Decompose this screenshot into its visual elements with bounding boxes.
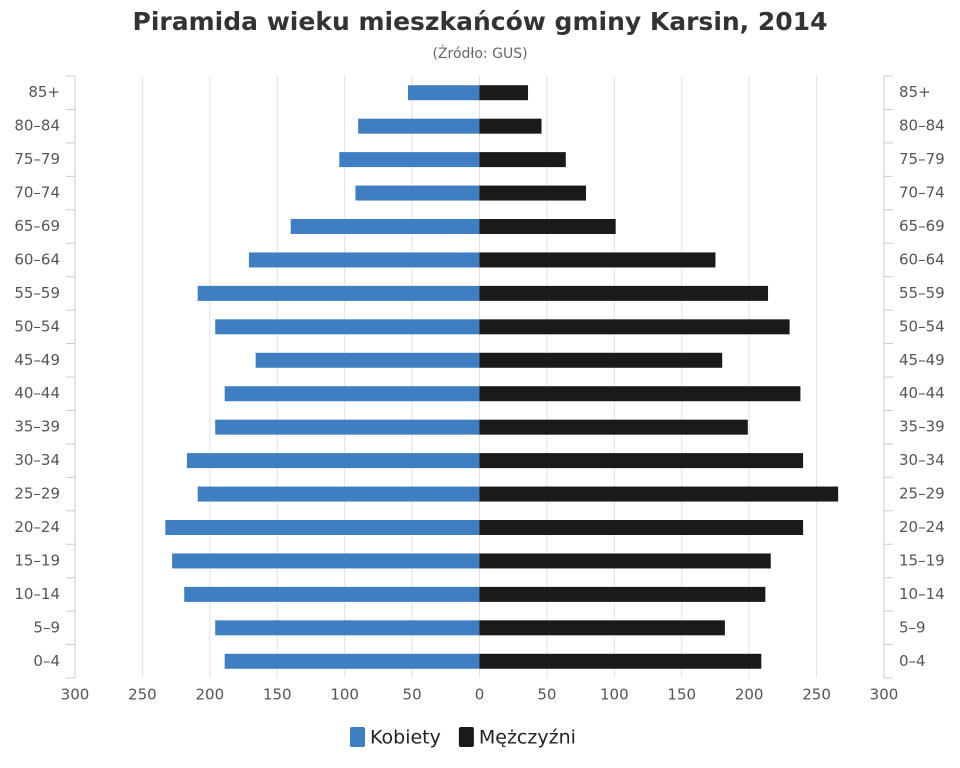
bar xyxy=(224,653,480,669)
bar xyxy=(408,85,480,101)
bar xyxy=(186,453,480,469)
bar xyxy=(339,152,480,168)
y-tick-label: 20–24 xyxy=(899,518,945,536)
bar xyxy=(479,319,790,335)
bar xyxy=(479,152,566,168)
bar xyxy=(479,185,587,201)
bar xyxy=(355,185,480,201)
y-tick-label: 0–4 xyxy=(33,652,60,670)
y-tick-label: 45–49 xyxy=(899,351,945,369)
y-tick-label: 55–59 xyxy=(899,284,945,302)
x-tick-label: 150 xyxy=(263,686,292,704)
x-tick-label: 300 xyxy=(870,686,899,704)
bar xyxy=(479,219,616,234)
chart-title: Piramida wieku mieszkańców gminy Karsin,… xyxy=(133,7,828,36)
y-tick-label: 10–14 xyxy=(14,585,60,603)
bar xyxy=(224,386,480,402)
y-tick-label: 60–64 xyxy=(899,250,945,268)
bar xyxy=(479,352,723,368)
x-tick-label: 150 xyxy=(667,686,696,704)
bar xyxy=(215,319,480,335)
legend-label: Mężczyźni xyxy=(479,727,576,749)
y-tick-label: 55–59 xyxy=(14,284,60,302)
legend-swatch xyxy=(458,727,474,747)
y-tick-label: 75–79 xyxy=(14,150,60,168)
y-tick-label: 20–24 xyxy=(14,518,60,536)
bar xyxy=(479,486,839,502)
x-tick-label: 200 xyxy=(735,686,764,704)
bar xyxy=(255,352,480,368)
x-tick-label: 200 xyxy=(196,686,225,704)
x-tick-label: 50 xyxy=(537,686,556,704)
bar xyxy=(479,386,801,402)
legend-swatch xyxy=(350,727,365,747)
bar xyxy=(479,553,771,569)
bar xyxy=(479,453,804,469)
bar xyxy=(165,520,480,535)
y-tick-label: 80–84 xyxy=(14,117,60,135)
y-tick-label: 10–14 xyxy=(899,585,945,603)
y-tick-label: 75–79 xyxy=(899,150,945,168)
y-tick-label: 40–44 xyxy=(899,384,945,402)
y-tick-label: 80–84 xyxy=(899,117,945,135)
bar xyxy=(479,419,748,435)
y-tick-label: 25–29 xyxy=(899,485,945,503)
y-tick-label: 5–9 xyxy=(899,618,926,636)
y-tick-label: 15–19 xyxy=(899,551,945,569)
y-tick-label: 50–54 xyxy=(14,317,60,335)
y-tick-label: 70–74 xyxy=(14,184,60,202)
bar xyxy=(184,586,480,602)
bar xyxy=(479,653,762,669)
x-tick-label: 250 xyxy=(802,686,831,704)
bar xyxy=(479,252,716,268)
y-tick-label: 30–34 xyxy=(14,451,60,469)
bar xyxy=(215,419,480,435)
x-tick-label: 250 xyxy=(128,686,157,704)
y-tick-label: 85+ xyxy=(28,83,60,101)
y-tick-label: 70–74 xyxy=(899,184,945,202)
x-tick-label: 50 xyxy=(403,686,422,704)
y-tick-label: 0–4 xyxy=(899,652,926,670)
bar xyxy=(197,285,480,301)
bar xyxy=(197,486,480,502)
x-tick-label: 0 xyxy=(475,686,485,704)
x-tick-label: 100 xyxy=(600,686,629,704)
bar xyxy=(479,520,804,535)
bar xyxy=(215,620,480,636)
y-tick-label: 50–54 xyxy=(899,317,945,335)
y-tick-label: 40–44 xyxy=(14,384,60,402)
chart-subtitle: (Źródło: GUS) xyxy=(432,44,527,62)
bar xyxy=(290,219,480,234)
bar xyxy=(248,252,480,268)
y-tick-label: 35–39 xyxy=(14,418,60,436)
legend-label: Kobiety xyxy=(370,727,441,749)
bar xyxy=(479,620,725,636)
bar xyxy=(172,553,480,569)
y-tick-label: 30–34 xyxy=(899,451,945,469)
bar xyxy=(479,586,766,602)
y-tick-label: 45–49 xyxy=(14,351,60,369)
bar xyxy=(479,85,529,101)
y-tick-label: 85+ xyxy=(899,83,931,101)
y-tick-label: 5–9 xyxy=(33,618,60,636)
y-tick-label: 65–69 xyxy=(899,217,945,235)
y-tick-label: 65–69 xyxy=(14,217,60,235)
y-tick-label: 60–64 xyxy=(14,250,60,268)
x-tick-label: 100 xyxy=(330,686,359,704)
bar xyxy=(479,118,542,134)
y-tick-label: 25–29 xyxy=(14,485,60,503)
y-tick-label: 35–39 xyxy=(899,418,945,436)
x-tick-label: 300 xyxy=(61,686,90,704)
bar xyxy=(358,118,480,134)
bar xyxy=(479,285,769,301)
y-tick-label: 15–19 xyxy=(14,551,60,569)
